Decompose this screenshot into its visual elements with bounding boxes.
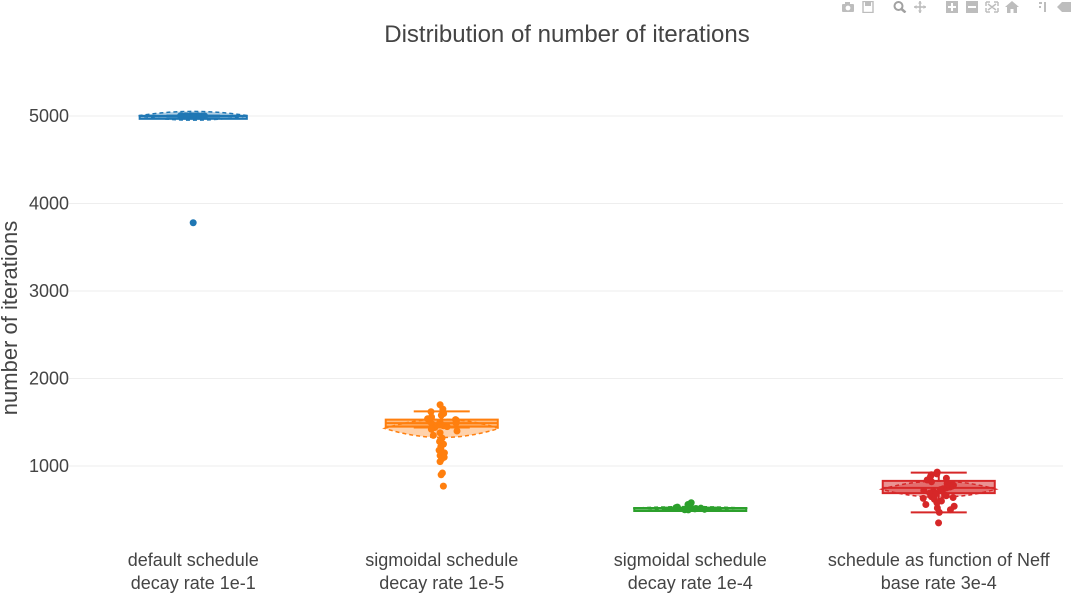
x-tick-label: decay rate 1e-5 <box>379 573 504 593</box>
data-point[interactable] <box>435 446 443 454</box>
data-point[interactable] <box>919 494 927 502</box>
x-tick-label: sigmoidal schedule <box>365 550 518 570</box>
data-point[interactable] <box>928 478 936 486</box>
hover-compare-icon[interactable] <box>1057 1 1071 13</box>
data-point[interactable] <box>942 474 950 482</box>
data-point[interactable] <box>933 470 941 478</box>
data-point[interactable] <box>443 423 451 431</box>
data-point[interactable] <box>427 425 435 433</box>
y-axis-ticks: 1000 2000 3000 4000 5000 <box>29 106 69 476</box>
camera-icon[interactable] <box>841 1 855 13</box>
zoom-out-icon[interactable] <box>965 1 979 13</box>
spike-lines-icon[interactable] <box>1037 1 1051 13</box>
y-tick-label: 2000 <box>29 369 69 389</box>
violin-trace-3[interactable] <box>633 499 748 514</box>
x-tick-label: schedule as function of Neff <box>828 550 1051 570</box>
y-axis-title: number of iterations <box>0 221 22 415</box>
data-point[interactable] <box>437 411 445 419</box>
data-point[interactable] <box>453 427 461 435</box>
data-point[interactable] <box>436 458 444 466</box>
data-point[interactable] <box>427 408 435 416</box>
data-point[interactable] <box>935 508 943 516</box>
save-icon[interactable] <box>861 1 875 13</box>
violin-traces <box>138 110 999 527</box>
x-tick-label: base rate 3e-4 <box>881 573 997 593</box>
x-tick-label: decay rate 1e-4 <box>628 573 753 593</box>
zoom-in-icon[interactable] <box>945 1 959 13</box>
data-point[interactable] <box>439 482 447 490</box>
data-point[interactable] <box>437 471 445 479</box>
x-tick-label: decay rate 1e-1 <box>131 573 256 593</box>
data-point[interactable] <box>452 419 460 427</box>
violin-trace-1[interactable] <box>138 110 249 227</box>
data-point[interactable] <box>436 429 444 437</box>
y-tick-label: 4000 <box>29 194 69 214</box>
violin-trace-4[interactable] <box>878 468 999 527</box>
pan-icon[interactable] <box>913 1 927 13</box>
y-tick-label: 3000 <box>29 281 69 301</box>
data-point[interactable] <box>189 112 197 120</box>
data-point[interactable] <box>935 519 943 527</box>
zoom-icon[interactable] <box>893 1 907 13</box>
data-point[interactable] <box>946 506 954 514</box>
grid-lines <box>69 115 1063 467</box>
violin-trace-2[interactable] <box>382 401 502 490</box>
data-point[interactable] <box>936 486 944 494</box>
data-point[interactable] <box>949 494 957 501</box>
y-tick-label: 5000 <box>29 106 69 126</box>
data-point[interactable] <box>942 492 950 500</box>
y-tick-label: 1000 <box>29 456 69 476</box>
x-tick-label: default schedule <box>128 550 259 570</box>
data-point[interactable] <box>672 504 680 512</box>
data-point[interactable] <box>933 499 941 507</box>
data-point[interactable] <box>177 112 185 120</box>
data-point[interactable] <box>920 487 928 494</box>
home-icon[interactable] <box>1005 1 1019 13</box>
chart-title: Distribution of number of iterations <box>384 21 750 48</box>
x-tick-label: sigmoidal schedule <box>614 550 767 570</box>
data-point[interactable] <box>684 505 692 513</box>
autoscale-icon[interactable] <box>985 1 999 13</box>
data-point[interactable] <box>189 219 197 227</box>
data-point[interactable] <box>183 112 191 120</box>
modebar <box>841 0 1073 14</box>
x-axis-ticks: default schedule decay rate 1e-1 sigmoidal… <box>128 550 1051 593</box>
data-point[interactable] <box>429 431 437 439</box>
data-point[interactable] <box>922 501 930 508</box>
data-point[interactable] <box>697 504 705 512</box>
